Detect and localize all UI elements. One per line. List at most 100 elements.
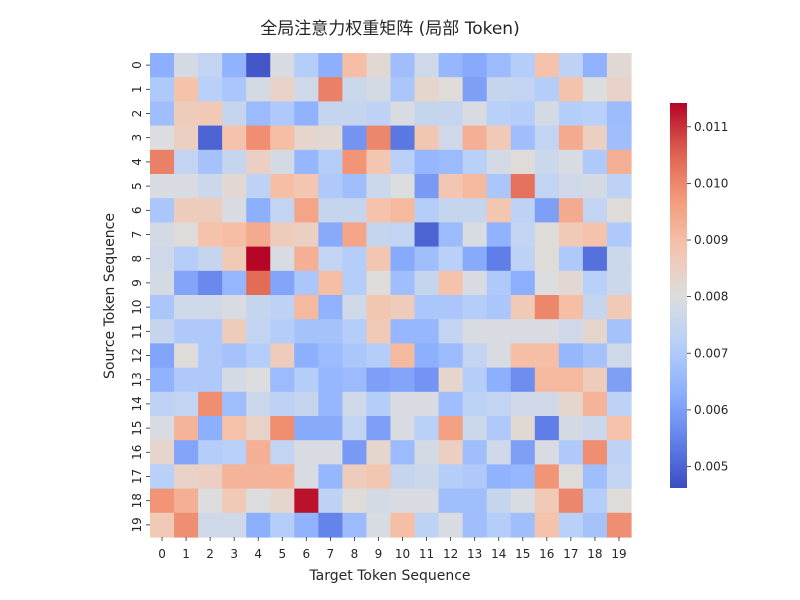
heatmap-cell xyxy=(342,222,368,248)
heatmap-cell xyxy=(318,53,343,78)
heatmap-cell xyxy=(558,295,584,320)
heatmap-cell xyxy=(486,367,512,393)
heatmap-cell xyxy=(558,246,584,272)
y-tick-label: 14 xyxy=(130,396,144,411)
heatmap-cell xyxy=(510,512,536,538)
heatmap-cell xyxy=(270,125,295,151)
heatmap-cell xyxy=(150,367,175,393)
heatmap-cell xyxy=(462,512,488,538)
heatmap-cell xyxy=(222,464,247,490)
heatmap-cell xyxy=(390,53,416,78)
heatmap-cell xyxy=(558,53,584,78)
heatmap-cell xyxy=(582,222,608,248)
heatmap-cell xyxy=(414,512,440,538)
heatmap-cell xyxy=(198,53,223,78)
heatmap-cell xyxy=(222,246,247,272)
heatmap-cell xyxy=(246,512,271,538)
heatmap-cell xyxy=(534,391,560,417)
x-tick-label: 13 xyxy=(467,547,482,561)
heatmap-cell xyxy=(462,125,488,151)
heatmap-cell xyxy=(222,488,247,514)
heatmap-cell xyxy=(198,149,223,175)
heatmap-cell xyxy=(558,488,584,514)
heatmap-cell xyxy=(390,319,416,344)
heatmap-cell xyxy=(270,343,295,369)
heatmap-cell xyxy=(558,319,584,344)
heatmap-cell xyxy=(246,416,271,441)
heatmap-cell xyxy=(294,125,319,151)
heatmap-cell xyxy=(294,319,319,344)
heatmap-cell xyxy=(294,77,319,102)
x-tick-label: 12 xyxy=(443,547,458,561)
heatmap-cell xyxy=(150,270,175,296)
heatmap-cell xyxy=(510,53,536,78)
colorbar-tick-label: 0.011 xyxy=(694,120,728,134)
heatmap-cell xyxy=(294,391,319,417)
heatmap-cell xyxy=(510,77,536,102)
heatmap-cell xyxy=(462,222,488,248)
heatmap-cell xyxy=(342,391,368,417)
heatmap-cell xyxy=(390,488,416,514)
heatmap-cell xyxy=(174,198,199,223)
heatmap-cell xyxy=(246,77,271,102)
heatmap-cell xyxy=(534,246,560,272)
heatmap-cell xyxy=(222,149,247,175)
heatmap-cell xyxy=(222,270,247,296)
heatmap-cell xyxy=(534,125,560,151)
heatmap-cell xyxy=(534,367,560,393)
heatmap-cell xyxy=(486,174,512,199)
heatmap-cell xyxy=(534,343,560,369)
heatmap-cell xyxy=(198,295,223,320)
heatmap-cell xyxy=(390,101,416,127)
heatmap-cell xyxy=(414,416,440,441)
heatmap-cell xyxy=(582,464,608,490)
heatmap-cell xyxy=(534,512,560,538)
heatmap-cell xyxy=(414,270,440,296)
heatmap-cell xyxy=(174,319,199,344)
heatmap-cell xyxy=(150,125,175,151)
heatmap-cell xyxy=(270,101,295,127)
heatmap-cell xyxy=(246,101,271,127)
x-tick-label: 16 xyxy=(539,547,554,561)
heatmap-cell xyxy=(606,270,632,296)
heatmap-cell xyxy=(318,416,343,441)
heatmap-cell xyxy=(222,174,247,199)
heatmap-cell xyxy=(150,416,175,441)
heatmap-cell xyxy=(342,101,368,127)
heatmap-cell xyxy=(486,246,512,272)
x-tick-label: 6 xyxy=(303,547,311,561)
heatmap-cell xyxy=(222,416,247,441)
colorbar-tick-label: 0.010 xyxy=(694,176,728,190)
x-tick-label: 4 xyxy=(254,547,262,561)
heatmap-cell xyxy=(366,270,392,296)
heatmap-cell xyxy=(222,367,247,393)
heatmap-cell xyxy=(606,488,632,514)
heatmap-cell xyxy=(270,198,295,223)
heatmap-cell xyxy=(318,149,343,175)
heatmap-cell xyxy=(366,125,392,151)
heatmap-cell xyxy=(150,488,175,514)
heatmap-cell xyxy=(366,295,392,320)
heatmap-cell xyxy=(558,416,584,441)
heatmap-cell xyxy=(558,149,584,175)
y-tick-label: 18 xyxy=(130,493,144,508)
x-tick-label: 2 xyxy=(206,547,214,561)
heatmap-cell xyxy=(414,149,440,175)
heatmap-cell xyxy=(486,101,512,127)
heatmap-cell xyxy=(318,198,343,223)
heatmap-cell xyxy=(582,270,608,296)
heatmap-cell xyxy=(366,246,392,272)
heatmap-cell xyxy=(198,222,223,248)
heatmap-cell xyxy=(582,101,608,127)
heatmap-cell xyxy=(294,464,319,490)
heatmap-cell xyxy=(246,343,271,369)
heatmap-cell xyxy=(486,77,512,102)
heatmap-cell xyxy=(270,488,295,514)
heatmap-cell xyxy=(318,464,343,490)
heatmap-cell xyxy=(486,464,512,490)
heatmap-cell xyxy=(558,270,584,296)
y-tick-label: 10 xyxy=(130,299,144,314)
heatmap-cell xyxy=(294,198,319,223)
x-tick-label: 14 xyxy=(491,547,506,561)
